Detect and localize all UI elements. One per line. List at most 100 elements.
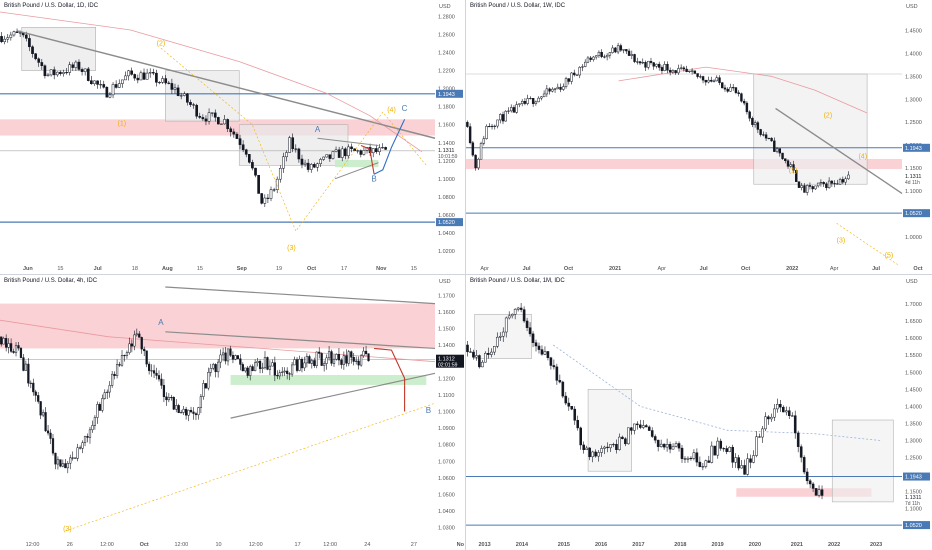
candle <box>674 441 678 448</box>
range-box <box>753 73 868 185</box>
candle-body <box>28 38 31 48</box>
candle <box>123 354 126 362</box>
candle <box>488 123 491 128</box>
last-price-label: 1.1311 <box>905 495 921 501</box>
candle-body <box>692 452 696 459</box>
candle-body <box>247 154 251 163</box>
candle-body <box>529 98 532 100</box>
candle-body <box>668 444 672 450</box>
candle <box>140 336 143 354</box>
candle-body <box>779 404 782 408</box>
candle <box>62 69 65 77</box>
candle-body <box>139 72 143 81</box>
candle <box>543 346 547 356</box>
candle-body <box>495 336 499 347</box>
candle-body <box>605 54 609 58</box>
candle <box>728 446 731 453</box>
candle <box>356 149 360 154</box>
candle <box>748 110 751 122</box>
candle <box>275 176 279 194</box>
candle-body <box>644 62 647 68</box>
price-axis-unit: USD <box>439 4 451 10</box>
candle <box>362 347 365 358</box>
candle-body <box>61 463 64 467</box>
candle <box>715 75 718 82</box>
supply-zone <box>0 303 435 349</box>
candle-body <box>172 397 175 410</box>
candle <box>737 90 740 97</box>
candle-body <box>164 78 168 84</box>
candle <box>526 94 529 106</box>
candle <box>103 389 106 400</box>
candle <box>46 72 50 77</box>
candle-body <box>716 440 720 456</box>
candle <box>199 394 203 414</box>
candle <box>209 363 212 377</box>
candle-body <box>309 164 313 170</box>
candle <box>484 351 487 363</box>
chart-panel-1w[interactable]: (1) (2) (4) (3) (5) USD 1.4500 1.4000 1.3500 1.30… <box>466 0 932 274</box>
candle-body <box>510 313 514 317</box>
candle-body <box>614 47 617 53</box>
candle-body <box>96 80 99 85</box>
candle <box>290 361 294 377</box>
candle <box>808 182 812 190</box>
time-tick-label: 18 <box>132 266 138 272</box>
time-tick-label: 2013 <box>479 542 491 548</box>
candle-body <box>78 447 82 449</box>
chart-panel-4h[interactable]: AB(3)USD1.17001.16001.15001.14001.13001.… <box>0 275 465 550</box>
candle-body <box>715 77 718 82</box>
candle <box>471 140 475 157</box>
candle-body <box>295 359 299 371</box>
candle <box>325 354 328 370</box>
candle-body <box>776 404 779 410</box>
candle-body <box>707 79 710 83</box>
candle-body <box>300 358 304 369</box>
candle <box>493 124 496 130</box>
candle-body <box>662 443 666 448</box>
candle <box>19 347 23 359</box>
candle-body <box>519 307 523 310</box>
candle <box>743 459 746 475</box>
candle-body <box>811 186 814 190</box>
candle-body <box>64 463 67 469</box>
candle-body <box>310 360 313 364</box>
last-price-countdown: 02:01:59 <box>438 363 458 369</box>
candle-body <box>633 54 636 62</box>
candle-body <box>201 117 205 120</box>
candle-body <box>622 49 625 51</box>
candle-body <box>767 137 771 140</box>
candle <box>713 445 717 456</box>
candle-body <box>507 110 510 112</box>
candle <box>91 420 94 433</box>
chart-panel-1d[interactable]: (2) (1) (3) (4) A B C USD 1.2800 1.2600 1.2400 1.22… <box>0 0 465 274</box>
candle-body <box>641 62 644 64</box>
candle <box>624 437 627 447</box>
candle <box>799 444 803 463</box>
candle <box>597 50 601 58</box>
candle <box>579 426 582 450</box>
chart-panel-1m[interactable]: USD 1.7000 1.6500 1.6000 1.5500 1.5000 1.4500 1… <box>466 275 932 550</box>
candle-body <box>680 447 684 459</box>
candle-body <box>54 452 57 465</box>
candle <box>0 31 3 44</box>
candle-body <box>285 152 288 158</box>
candle-body <box>18 32 22 34</box>
candle <box>133 330 136 351</box>
price-tick-label: 1.1000 <box>438 410 455 416</box>
candle <box>37 57 41 67</box>
candle <box>540 345 544 356</box>
candle-body <box>808 480 812 485</box>
candle <box>784 158 787 164</box>
candle <box>740 92 743 103</box>
candle <box>241 362 244 372</box>
candle <box>726 87 729 93</box>
candle-body <box>510 107 513 112</box>
time-tick-label: 15 <box>57 266 63 272</box>
candle <box>612 442 615 448</box>
candle-body <box>589 57 592 60</box>
candle-body <box>685 68 688 73</box>
candle <box>558 374 562 384</box>
candle <box>127 69 130 81</box>
candle <box>481 360 484 368</box>
